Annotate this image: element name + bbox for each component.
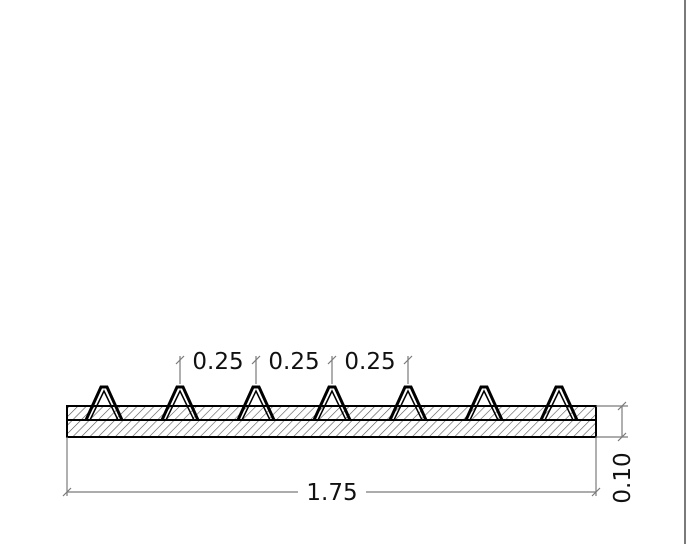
tick-mark <box>617 432 627 442</box>
spacing-label: 0.25 <box>192 349 243 375</box>
tick-mark <box>403 355 413 365</box>
truss-girder <box>160 385 200 421</box>
tick-mark <box>251 355 261 365</box>
truss-girder <box>388 385 428 421</box>
length-label: 1.75 <box>306 480 357 506</box>
thickness-dimension <box>596 401 628 442</box>
thickness-label: 0.10 <box>610 452 636 503</box>
slab-section <box>66 405 597 438</box>
truss-girder <box>236 385 276 421</box>
viewport-edge-line <box>684 0 686 544</box>
spacing-label: 0.25 <box>344 349 395 375</box>
tick-mark <box>591 487 601 497</box>
tick-mark <box>617 401 627 411</box>
truss-girder <box>464 385 504 421</box>
spacing-dimension <box>175 355 413 384</box>
length-dimension <box>62 437 601 497</box>
spacing-label: 0.25 <box>268 349 319 375</box>
truss-girder <box>539 385 579 421</box>
truss-girder <box>84 385 124 421</box>
truss-girder <box>312 385 352 421</box>
tick-mark <box>62 487 72 497</box>
slab-outline <box>66 405 597 438</box>
tick-mark <box>175 355 185 365</box>
truss-girders <box>84 385 579 421</box>
tick-mark <box>327 355 337 365</box>
